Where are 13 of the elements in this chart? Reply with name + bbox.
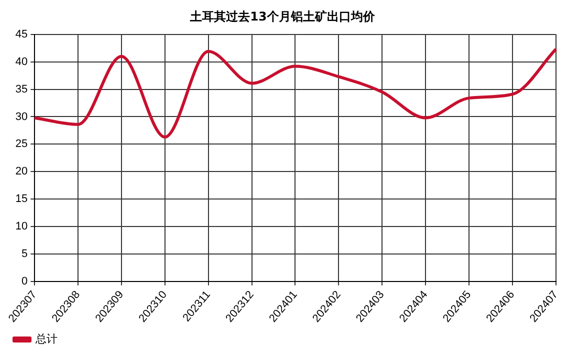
chart-title: 土耳其过去13个月铝土矿出口均价 [189,9,376,24]
y-tick-label: 40 [15,56,28,68]
y-tick-label: 45 [15,28,28,40]
legend-label: 总计 [34,332,58,346]
y-tick-label: 15 [15,193,28,206]
line-series [33,48,558,139]
y-tick-label: 30 [15,110,28,123]
y-tick-label: 25 [15,138,28,150]
y-tick-label: 0 [21,275,28,288]
y-tick-label: 10 [15,220,28,233]
y-tick-label: 35 [15,83,28,96]
y-tick-label: 20 [15,166,28,178]
y-tick-label: 5 [21,248,28,260]
